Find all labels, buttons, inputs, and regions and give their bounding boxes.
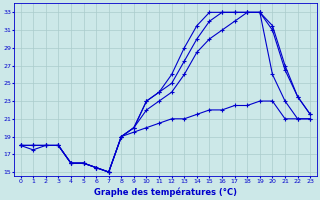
X-axis label: Graphe des températures (°C): Graphe des températures (°C): [94, 187, 237, 197]
